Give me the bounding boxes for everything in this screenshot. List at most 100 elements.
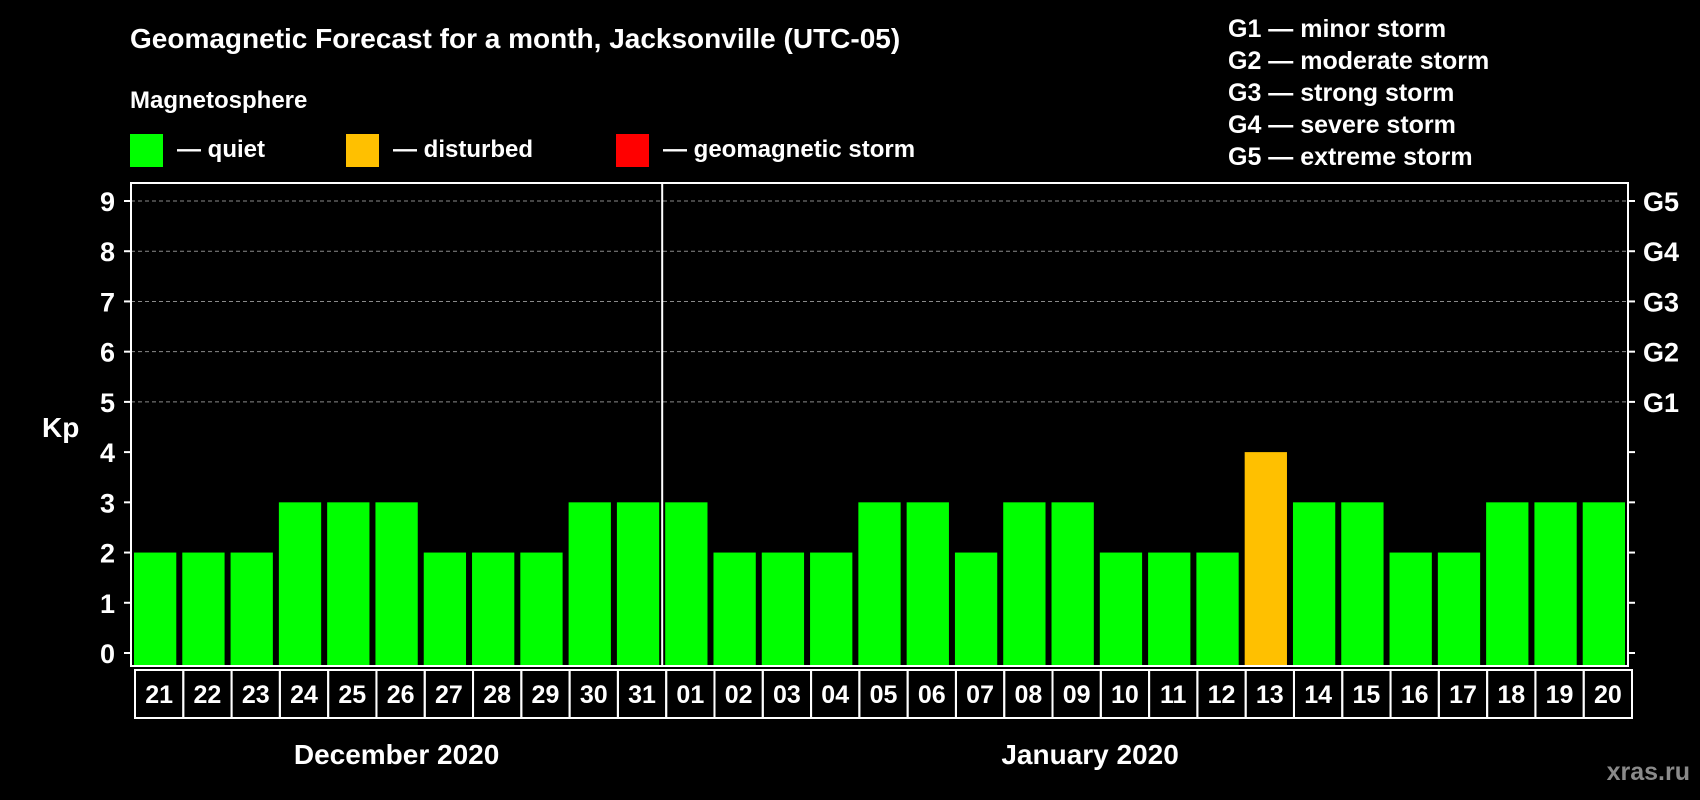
legend-label-2: — geomagnetic storm	[663, 136, 915, 163]
date-label-28: 18	[1497, 681, 1525, 709]
date-label-7: 28	[483, 681, 511, 709]
date-label-9: 30	[580, 681, 608, 709]
date-label-11: 01	[676, 681, 704, 709]
y-tick-label-2: 2	[100, 539, 115, 569]
bar-10	[1099, 552, 1143, 666]
date-label-0: 21	[145, 681, 173, 709]
y-tick-label-9: 9	[100, 187, 115, 217]
y-tick-label-4: 4	[100, 438, 115, 468]
bar-02	[713, 552, 756, 666]
g-level-label-G3: G3	[1643, 287, 1679, 317]
date-label-10: 31	[628, 681, 656, 709]
bar-01	[665, 502, 708, 666]
legend-swatch-0	[130, 134, 163, 167]
date-label-27: 17	[1449, 681, 1477, 709]
date-label-16: 06	[918, 681, 946, 709]
bar-24	[278, 502, 322, 666]
date-label-22: 12	[1208, 681, 1236, 709]
bar-18	[1486, 502, 1529, 666]
bar-16	[1389, 552, 1432, 666]
date-label-26: 16	[1401, 681, 1429, 709]
storm-scale-item-3: G4 — severe storm	[1228, 111, 1456, 139]
bar-21	[134, 552, 177, 666]
legend-label-1: — disturbed	[393, 136, 533, 163]
date-label-29: 19	[1546, 681, 1574, 709]
date-label-3: 24	[290, 681, 318, 709]
bar-13	[1244, 452, 1287, 666]
g-level-label-G2: G2	[1643, 338, 1679, 368]
legend-swatch-1	[346, 134, 379, 167]
y-tick-label-6: 6	[100, 338, 115, 368]
bar-07	[954, 552, 998, 666]
bar-17	[1437, 552, 1481, 666]
grid-lines	[131, 200, 1628, 403]
legend-label-0: — quiet	[177, 136, 265, 163]
date-label-15: 05	[870, 681, 898, 709]
date-label-24: 14	[1304, 681, 1332, 709]
date-label-8: 29	[532, 681, 560, 709]
y-tick-label-3: 3	[100, 488, 115, 518]
date-label-5: 26	[387, 681, 415, 709]
month-labels: December 2020 January 2020	[294, 739, 1179, 770]
date-label-20: 10	[1111, 681, 1139, 709]
bar-19	[1534, 502, 1577, 666]
date-label-4: 25	[338, 681, 366, 709]
y-tick-label-0: 0	[100, 639, 115, 669]
y-tick-label-8: 8	[100, 237, 115, 267]
g-level-label-G1: G1	[1643, 388, 1679, 418]
storm-scale-list: G1 — minor storm G2 — moderate storm G3 — …	[1228, 15, 1489, 171]
bar-12	[1196, 552, 1239, 666]
date-label-13: 03	[773, 681, 801, 709]
bar-27	[423, 552, 467, 666]
date-label-30: 20	[1594, 681, 1622, 709]
bar-15	[1341, 502, 1384, 666]
date-cell-30	[1582, 669, 1634, 719]
bar-25	[327, 502, 370, 666]
x-axis-date-cells: 21 22 23 24 25 26 27 28 29 30 31 01 02 03 04 05 06 07 08 09…	[134, 669, 1634, 719]
bar-05	[858, 502, 901, 666]
bar-29	[520, 552, 563, 666]
bar-09	[1051, 502, 1094, 666]
date-label-12: 02	[725, 681, 753, 709]
bar-04	[810, 552, 853, 666]
bar-28	[472, 552, 515, 666]
month-label-0: December 2020	[294, 739, 499, 770]
bar-06	[906, 502, 949, 666]
g-level-label-G5: G5	[1643, 187, 1679, 217]
bar-20	[1582, 502, 1625, 666]
date-label-2: 23	[242, 681, 270, 709]
bars-group	[134, 452, 1625, 666]
bar-30	[568, 502, 611, 666]
bar-03	[761, 552, 805, 666]
bar-23	[230, 552, 273, 666]
legend-swatch-2	[616, 134, 649, 167]
date-label-19: 09	[1063, 681, 1091, 709]
date-label-25: 15	[1352, 681, 1380, 709]
date-label-23: 13	[1256, 681, 1284, 709]
date-label-17: 07	[966, 681, 994, 709]
g-level-label-G4: G4	[1643, 237, 1679, 267]
storm-scale-item-0: G1 — minor storm	[1228, 15, 1446, 43]
y-tick-label-5: 5	[100, 388, 115, 418]
axes: 0 1 2 3 4 5 6 7 8 9 G1 G2 G3 G4 G5	[100, 182, 1679, 669]
storm-scale-item-1: G2 — moderate storm	[1228, 47, 1489, 75]
date-label-14: 04	[821, 681, 849, 709]
bar-31	[616, 502, 660, 666]
date-label-1: 22	[194, 681, 222, 709]
storm-scale-item-4: G5 — extreme storm	[1228, 143, 1473, 171]
month-label-1: January 2020	[1001, 739, 1178, 770]
y-axis-label: Kp	[42, 412, 79, 443]
date-label-18: 08	[1014, 681, 1042, 709]
bar-22	[182, 552, 225, 666]
date-label-6: 27	[435, 681, 463, 709]
bar-11	[1148, 552, 1191, 666]
storm-scale-item-2: G3 — strong storm	[1228, 79, 1454, 107]
chart-title: Geomagnetic Forecast for a month, Jackso…	[130, 23, 900, 54]
bar-26	[375, 502, 418, 666]
bar-08	[1003, 502, 1046, 666]
date-label-21: 11	[1160, 681, 1187, 709]
plot-frame	[130, 182, 1629, 667]
bar-14	[1292, 502, 1336, 666]
legend: — quiet — disturbed — geomagnetic storm	[130, 134, 915, 167]
